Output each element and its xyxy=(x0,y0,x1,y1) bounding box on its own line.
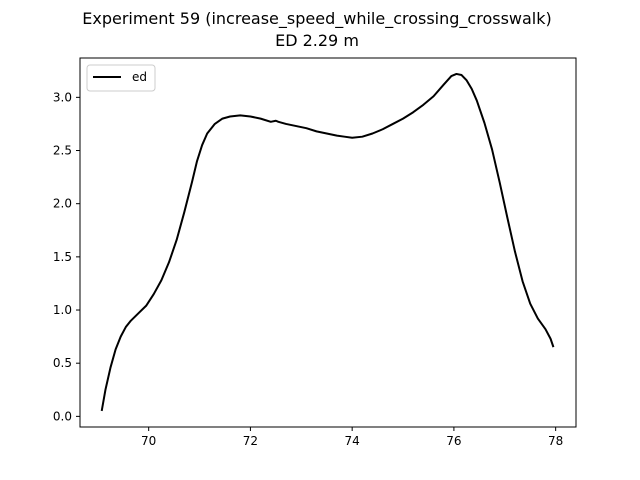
plot-area xyxy=(80,58,576,427)
y-tick-label: 0.5 xyxy=(53,356,72,370)
x-tick-label: 74 xyxy=(345,434,360,448)
y-tick-label: 1.5 xyxy=(53,250,72,264)
y-tick-label: 0.0 xyxy=(53,409,72,423)
y-tick-label: 3.0 xyxy=(53,90,72,104)
series-line-ed xyxy=(100,72,555,412)
x-tick-label: 78 xyxy=(548,434,563,448)
x-tick-label: 70 xyxy=(141,434,156,448)
y-tick-label: 2.5 xyxy=(53,144,72,158)
axes-layer: 70 72 74 76 78 0.0 0.5 1.0 1.5 2.0 2.5 3.0 xyxy=(53,57,577,448)
x-tick-label: 76 xyxy=(446,434,461,448)
y-tick-label: 1.0 xyxy=(53,303,72,317)
x-tick-label: 72 xyxy=(243,434,258,448)
series-layer xyxy=(100,72,555,412)
axes-frame xyxy=(79,57,577,428)
chart-title: Experiment 59 (increase_speed_while_cros… xyxy=(82,9,552,29)
y-tick-label: 2.0 xyxy=(53,197,72,211)
legend: ed xyxy=(86,64,156,92)
chart-subtitle: ED 2.29 m xyxy=(275,31,359,50)
legend-entry-label: ed xyxy=(132,70,147,84)
